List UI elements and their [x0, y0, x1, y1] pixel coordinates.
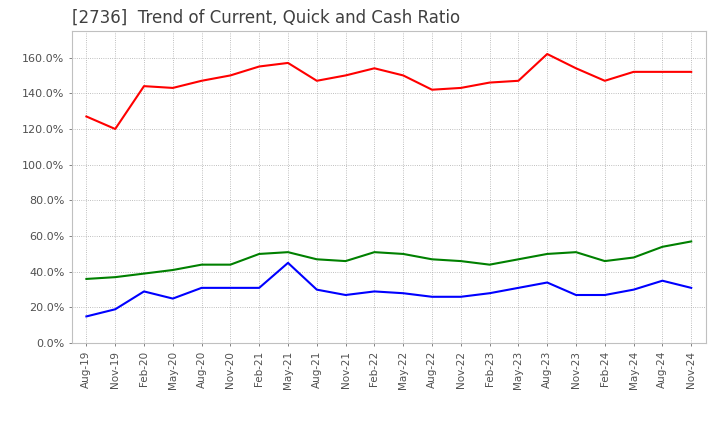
Quick Ratio	[543, 251, 552, 257]
Current Ratio	[428, 87, 436, 92]
Quick Ratio	[600, 258, 609, 264]
Current Ratio	[255, 64, 264, 69]
Current Ratio	[226, 73, 235, 78]
Quick Ratio	[687, 239, 696, 244]
Quick Ratio	[572, 249, 580, 255]
Cash Ratio	[168, 296, 177, 301]
Current Ratio	[514, 78, 523, 84]
Cash Ratio	[82, 314, 91, 319]
Cash Ratio	[485, 290, 494, 296]
Cash Ratio	[658, 278, 667, 283]
Cash Ratio	[543, 280, 552, 285]
Current Ratio	[600, 78, 609, 84]
Quick Ratio	[197, 262, 206, 267]
Cash Ratio	[341, 292, 350, 297]
Cash Ratio	[140, 289, 148, 294]
Cash Ratio	[370, 289, 379, 294]
Quick Ratio	[399, 251, 408, 257]
Current Ratio	[572, 66, 580, 71]
Cash Ratio	[197, 285, 206, 290]
Current Ratio	[284, 60, 292, 66]
Current Ratio	[658, 69, 667, 74]
Current Ratio	[543, 51, 552, 57]
Quick Ratio	[428, 257, 436, 262]
Quick Ratio	[82, 276, 91, 282]
Current Ratio	[82, 114, 91, 119]
Current Ratio	[629, 69, 638, 74]
Current Ratio	[140, 84, 148, 89]
Current Ratio	[111, 126, 120, 132]
Cash Ratio	[687, 285, 696, 290]
Cash Ratio	[428, 294, 436, 300]
Cash Ratio	[572, 292, 580, 297]
Cash Ratio	[226, 285, 235, 290]
Current Ratio	[370, 66, 379, 71]
Current Ratio	[687, 69, 696, 74]
Quick Ratio	[629, 255, 638, 260]
Current Ratio	[197, 78, 206, 84]
Current Ratio	[399, 73, 408, 78]
Quick Ratio	[111, 275, 120, 280]
Line: Cash Ratio: Cash Ratio	[86, 263, 691, 316]
Quick Ratio	[370, 249, 379, 255]
Text: [2736]  Trend of Current, Quick and Cash Ratio: [2736] Trend of Current, Quick and Cash …	[72, 8, 460, 26]
Quick Ratio	[514, 257, 523, 262]
Cash Ratio	[456, 294, 465, 300]
Line: Current Ratio: Current Ratio	[86, 54, 691, 129]
Quick Ratio	[168, 268, 177, 273]
Current Ratio	[341, 73, 350, 78]
Quick Ratio	[284, 249, 292, 255]
Cash Ratio	[514, 285, 523, 290]
Cash Ratio	[255, 285, 264, 290]
Cash Ratio	[284, 260, 292, 265]
Cash Ratio	[111, 307, 120, 312]
Quick Ratio	[658, 244, 667, 249]
Current Ratio	[312, 78, 321, 84]
Cash Ratio	[312, 287, 321, 292]
Quick Ratio	[341, 258, 350, 264]
Current Ratio	[456, 85, 465, 91]
Cash Ratio	[600, 292, 609, 297]
Current Ratio	[168, 85, 177, 91]
Quick Ratio	[312, 257, 321, 262]
Quick Ratio	[255, 251, 264, 257]
Quick Ratio	[456, 258, 465, 264]
Cash Ratio	[399, 290, 408, 296]
Quick Ratio	[485, 262, 494, 267]
Current Ratio	[485, 80, 494, 85]
Quick Ratio	[140, 271, 148, 276]
Line: Quick Ratio: Quick Ratio	[86, 242, 691, 279]
Cash Ratio	[629, 287, 638, 292]
Quick Ratio	[226, 262, 235, 267]
